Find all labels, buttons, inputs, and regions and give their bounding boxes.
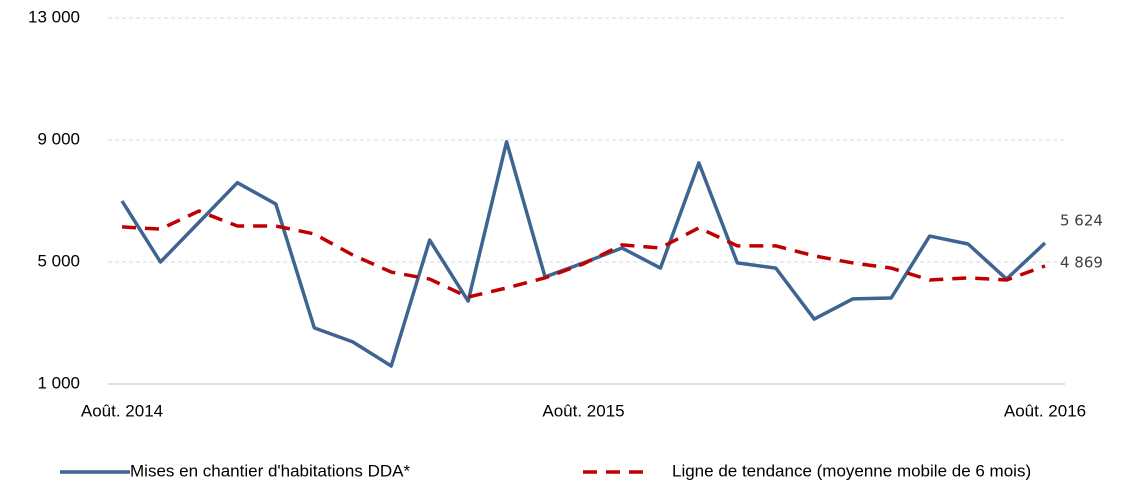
line bbox=[120, 140, 1047, 368]
value-label: 4 869 bbox=[1060, 253, 1103, 271]
line bbox=[121, 209, 1046, 299]
y-tick-label: 1 000 bbox=[37, 373, 80, 392]
x-tick-label: Août. 2015 bbox=[542, 401, 624, 420]
legend-label: Mises en chantier d'habitations DDA* bbox=[130, 461, 410, 480]
value-label: 5 624 bbox=[1060, 211, 1103, 229]
x-tick-label: Août. 2016 bbox=[1004, 401, 1086, 420]
y-tick-label: 13 000 bbox=[28, 7, 80, 26]
y-tick-label: 5 000 bbox=[37, 251, 80, 270]
legend-label: Ligne de tendance (moyenne mobile de 6 m… bbox=[672, 461, 1031, 480]
y-tick-label: 9 000 bbox=[37, 129, 80, 148]
x-tick-label: Août. 2014 bbox=[81, 401, 163, 420]
